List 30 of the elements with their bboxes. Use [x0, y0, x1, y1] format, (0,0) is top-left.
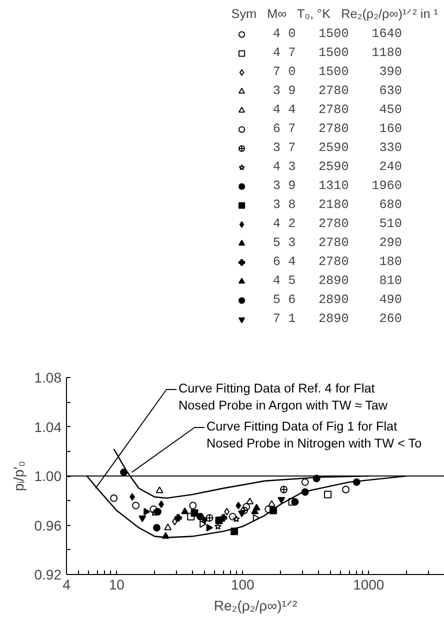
legend-label: 5 3 2780 290 [272, 235, 402, 250]
legend-label: 3 9 1310 1960 [272, 178, 402, 193]
legend-label: 6 4 2780 180 [272, 254, 402, 269]
annotation: Curve Fitting Data of Fig 1 for Flat Nosed Probe in Nitrogen with TW < To [206, 420, 422, 450]
legend-label: 7 0 1500 390 [272, 64, 402, 79]
legend-label: 4 4 2780 450 [272, 102, 402, 117]
legend-label: 4 3 2590 240 [272, 159, 402, 174]
legend-label: 4 0 1500 1640 [272, 26, 402, 41]
y-tick-label: 0.92 [34, 566, 62, 582]
y-axis-title: pᵢ/p′₀ [10, 460, 26, 492]
x-axis-title: Re₂(ρ₂/ρ∞)¹ᐟ² [214, 598, 298, 614]
y-tick-label: 1.00 [34, 468, 62, 484]
x-tick-label: 100 [230, 576, 255, 592]
legend-label: 6 7 2780 160 [272, 121, 402, 136]
y-tick-label: 1.04 [34, 418, 62, 435]
x-tick-label: 1000 [353, 576, 384, 592]
y-tick-label: 1.08 [34, 370, 62, 386]
legend-title: Sym M∞ T₀, °K Re₂(ρ₂/ρ∞)¹ᐟ² in ¹ [231, 6, 438, 21]
legend-label: 4 2 2780 510 [272, 216, 402, 231]
y-tick-label: 0.96 [34, 517, 62, 534]
legend-label: 4 5 2890 810 [272, 273, 402, 288]
legend-label: 5 6 2890 490 [272, 292, 402, 307]
legend-label: 7 1 2890 260 [272, 311, 402, 326]
legend-label: 3 7 2590 330 [272, 140, 402, 155]
x-tick-label: 4 [62, 576, 71, 592]
legend-label: 3 9 2780 630 [272, 83, 402, 98]
legend-label: 4 7 1500 1180 [272, 45, 402, 60]
legend-label: 3 8 2180 680 [272, 197, 402, 212]
x-tick-label: 10 [108, 576, 125, 592]
annotation: Curve Fitting Data of Ref. 4 for Flat Nosed Probe in Argon with TW ≈ Taw [178, 382, 388, 412]
